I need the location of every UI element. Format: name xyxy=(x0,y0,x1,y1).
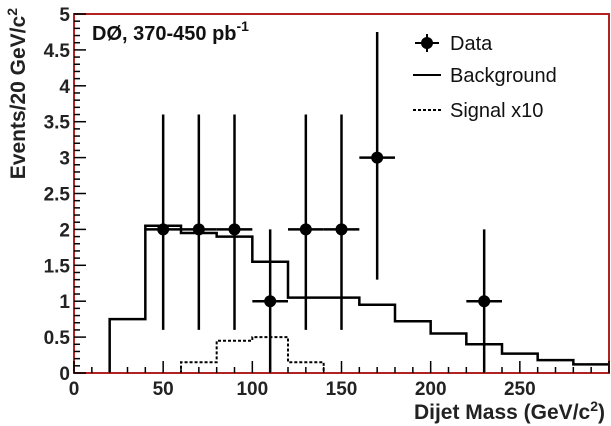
data-points-layer xyxy=(145,31,502,373)
y-tick-label: 0.5 xyxy=(44,328,71,349)
x-axis-title-end: ) xyxy=(598,401,605,424)
annotation-superscript: -1 xyxy=(237,18,250,34)
y-axis-title-superscript: 2 xyxy=(4,8,20,16)
legend: Data Background Signal x10 xyxy=(413,33,557,122)
legend-label-data: Data xyxy=(450,33,493,55)
legend-data-marker xyxy=(421,37,433,49)
data-point xyxy=(228,223,241,236)
legend-label-background: Background xyxy=(450,65,557,87)
data-point xyxy=(157,223,170,236)
x-tick-label: 0 xyxy=(69,379,80,400)
x-tick-label: 150 xyxy=(326,379,358,400)
y-tick-label: 2 xyxy=(59,220,70,241)
y-tick-label: 1.5 xyxy=(44,256,71,277)
data-point xyxy=(335,223,348,236)
data-point xyxy=(371,151,384,164)
data-point xyxy=(192,223,205,236)
signal-histogram-layer xyxy=(145,336,325,374)
y-tick-label: 3 xyxy=(59,149,70,170)
y-tick-label: 3.5 xyxy=(44,113,71,134)
x-tick-label: 200 xyxy=(415,379,447,400)
data-point xyxy=(299,223,312,236)
annotation-label: DØ, 370-450 pb-1 xyxy=(92,18,249,45)
y-tick-label: 2.5 xyxy=(44,185,71,206)
x-tick-label: 100 xyxy=(236,379,268,400)
y-tick-label: 1 xyxy=(59,292,70,313)
x-tick-label: 50 xyxy=(153,379,174,400)
x-axis-title: Dijet Mass (GeV/c2) xyxy=(414,398,605,424)
y-axis-title: Events/20 GeV/c2 xyxy=(4,8,30,179)
tick-labels-layer: 0 50 100 150 200 250 0 0.5 1 1.5 2 2.5 3 3.5 4 4.5 5 xyxy=(44,5,536,400)
signal-histogram xyxy=(145,336,325,374)
y-tick-label: 4.5 xyxy=(44,41,71,62)
x-tick-label: 250 xyxy=(504,379,536,400)
y-tick-label: 0 xyxy=(59,364,70,385)
y-tick-label: 4 xyxy=(59,77,70,98)
x-axis-title-superscript: 2 xyxy=(590,398,598,414)
legend-label-signal: Signal x10 xyxy=(450,100,543,122)
y-tick-label: 5 xyxy=(59,5,70,26)
data-point xyxy=(478,295,491,308)
data-point xyxy=(264,295,277,308)
axis-ticks-layer xyxy=(73,13,610,374)
